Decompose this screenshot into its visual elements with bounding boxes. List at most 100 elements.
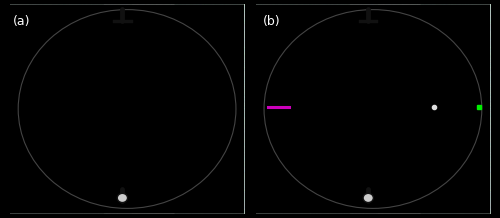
Circle shape (162, 105, 165, 109)
Circle shape (450, 105, 453, 109)
Circle shape (180, 140, 190, 149)
Circle shape (323, 68, 327, 71)
Circle shape (162, 124, 165, 127)
Circle shape (204, 162, 208, 165)
Circle shape (140, 181, 144, 184)
Circle shape (386, 68, 390, 71)
Circle shape (365, 124, 369, 127)
Circle shape (365, 181, 369, 184)
Circle shape (344, 181, 348, 184)
Circle shape (140, 143, 144, 146)
Circle shape (428, 30, 432, 33)
Circle shape (182, 86, 186, 90)
Circle shape (98, 105, 102, 109)
Circle shape (408, 68, 411, 71)
Circle shape (428, 162, 432, 165)
Circle shape (341, 65, 351, 74)
Circle shape (182, 181, 186, 184)
Circle shape (98, 162, 102, 165)
Circle shape (56, 105, 60, 109)
Circle shape (363, 193, 374, 203)
Circle shape (120, 162, 123, 165)
Circle shape (323, 181, 327, 184)
Circle shape (302, 68, 306, 71)
Circle shape (323, 143, 327, 146)
Circle shape (281, 124, 284, 127)
Circle shape (446, 65, 456, 74)
Circle shape (77, 49, 81, 52)
Circle shape (116, 65, 126, 74)
Circle shape (56, 68, 60, 71)
Circle shape (162, 181, 165, 184)
Circle shape (408, 162, 411, 165)
Circle shape (77, 30, 81, 33)
Circle shape (302, 105, 306, 109)
Circle shape (428, 49, 432, 52)
Circle shape (98, 49, 102, 52)
Circle shape (140, 162, 144, 165)
Circle shape (200, 65, 210, 74)
Circle shape (408, 105, 411, 109)
Circle shape (204, 143, 208, 146)
Circle shape (428, 124, 432, 127)
Circle shape (56, 49, 60, 52)
Circle shape (344, 49, 348, 52)
Circle shape (204, 124, 208, 127)
Circle shape (386, 49, 390, 52)
Circle shape (302, 86, 306, 90)
Circle shape (408, 124, 411, 127)
Circle shape (98, 86, 102, 90)
Circle shape (362, 140, 372, 149)
Circle shape (386, 105, 390, 109)
Circle shape (362, 65, 372, 74)
Circle shape (365, 49, 369, 52)
PathPatch shape (10, 4, 244, 214)
Circle shape (56, 162, 60, 165)
Circle shape (98, 124, 102, 127)
Circle shape (140, 86, 144, 90)
Circle shape (344, 86, 348, 90)
Circle shape (344, 162, 348, 165)
Circle shape (344, 105, 348, 109)
Circle shape (450, 162, 453, 165)
Circle shape (182, 124, 186, 127)
Circle shape (162, 162, 165, 165)
Circle shape (182, 30, 186, 33)
Circle shape (180, 65, 190, 74)
Circle shape (365, 105, 369, 109)
Circle shape (281, 143, 284, 146)
Circle shape (77, 68, 81, 71)
Circle shape (323, 124, 327, 127)
Circle shape (204, 49, 208, 52)
Circle shape (140, 68, 144, 71)
Circle shape (98, 181, 102, 184)
Circle shape (365, 30, 369, 33)
Circle shape (117, 193, 128, 203)
Circle shape (408, 181, 411, 184)
Circle shape (98, 30, 102, 33)
Circle shape (323, 86, 327, 90)
Circle shape (162, 49, 165, 52)
Circle shape (302, 124, 306, 127)
Circle shape (408, 30, 411, 33)
Circle shape (428, 105, 432, 109)
Text: (a): (a) (12, 15, 30, 28)
Circle shape (302, 181, 306, 184)
Circle shape (425, 65, 436, 74)
Circle shape (120, 181, 123, 184)
Circle shape (77, 181, 81, 184)
Circle shape (323, 162, 327, 165)
Circle shape (450, 143, 453, 146)
Circle shape (408, 49, 411, 52)
Circle shape (450, 86, 453, 90)
Circle shape (408, 143, 411, 146)
Circle shape (204, 86, 208, 90)
Circle shape (140, 49, 144, 52)
Circle shape (341, 140, 351, 149)
Circle shape (56, 86, 60, 90)
Circle shape (182, 49, 186, 52)
Circle shape (77, 124, 81, 127)
Circle shape (95, 140, 106, 149)
Circle shape (140, 30, 144, 33)
Circle shape (140, 105, 144, 109)
